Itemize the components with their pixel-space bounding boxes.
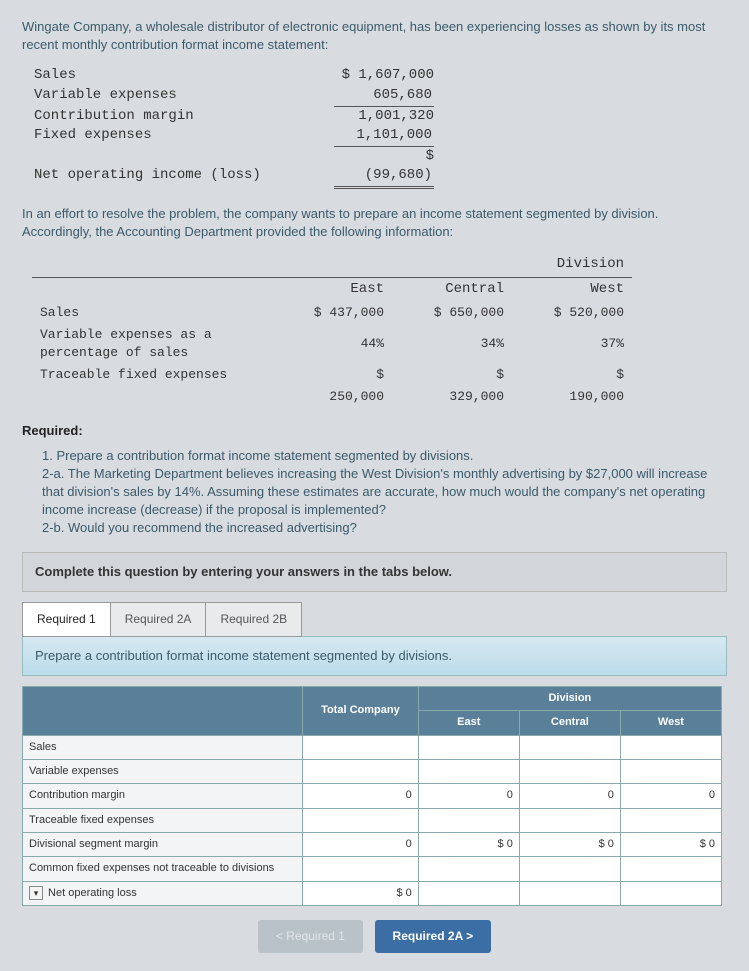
paragraph-2: In an effort to resolve the problem, the…: [22, 205, 727, 241]
answer-cell[interactable]: $ 0: [519, 833, 620, 857]
answer-cell[interactable]: [418, 808, 519, 832]
stmt-label: Fixed expenses: [34, 126, 294, 147]
answer-cell[interactable]: [620, 735, 721, 759]
answer-cell[interactable]: [418, 735, 519, 759]
answer-table[interactable]: Total CompanyDivisionEastCentralWestSale…: [22, 686, 722, 907]
stmt-value: 605,680: [294, 86, 434, 107]
answer-cell[interactable]: 0: [418, 784, 519, 808]
nav-buttons: < Required 1 Required 2A >: [22, 920, 727, 953]
requirement-item: 2-a. The Marketing Department believes i…: [42, 465, 727, 520]
prepare-instruction: Prepare a contribution format income sta…: [22, 636, 727, 676]
stmt-value: $: [294, 147, 434, 167]
answer-cell[interactable]: 0: [303, 833, 419, 857]
stmt-label: Contribution margin: [34, 107, 294, 127]
answer-cell[interactable]: 0: [620, 784, 721, 808]
requirement-item: 1. Prepare a contribution format income …: [42, 447, 727, 465]
answer-cell[interactable]: [620, 808, 721, 832]
answer-row-label: Common fixed expenses not traceable to d…: [23, 857, 303, 881]
answer-cell[interactable]: $ 0: [303, 881, 419, 905]
requirements-list: 1. Prepare a contribution format income …: [42, 447, 727, 538]
stmt-label: Sales: [34, 66, 294, 86]
stmt-value: (99,680): [294, 166, 434, 189]
answer-row-label: ▾ Net operating loss: [23, 881, 303, 905]
tab-required-2b[interactable]: Required 2B: [205, 602, 302, 637]
answer-cell[interactable]: [620, 881, 721, 905]
required-heading: Required:: [22, 422, 727, 440]
answer-cell[interactable]: [519, 735, 620, 759]
stmt-value: $ 1,607,000: [294, 66, 434, 86]
stmt-value: 1,001,320: [294, 107, 434, 127]
dropdown-icon[interactable]: ▾: [29, 886, 43, 900]
answer-cell[interactable]: [418, 857, 519, 881]
answer-row-label: Variable expenses: [23, 759, 303, 783]
stmt-label: [34, 147, 294, 167]
division-data-table: DivisionEastCentralWestSales$ 437,000$ 6…: [32, 253, 632, 408]
answer-cell[interactable]: [303, 857, 419, 881]
answer-cell[interactable]: [519, 881, 620, 905]
tab-required-2a[interactable]: Required 2A: [110, 602, 207, 637]
income-statement: Sales$ 1,607,000Variable expenses605,680…: [34, 66, 727, 189]
answer-row-label: Sales: [23, 735, 303, 759]
answer-cell[interactable]: [303, 759, 419, 783]
stmt-label: Variable expenses: [34, 86, 294, 107]
answer-row-label: Divisional segment margin: [23, 833, 303, 857]
stmt-value: 1,101,000: [294, 126, 434, 147]
answer-cell[interactable]: [519, 857, 620, 881]
answer-cell[interactable]: [418, 881, 519, 905]
stmt-label: Net operating income (loss): [34, 166, 294, 189]
answer-cell[interactable]: $ 0: [620, 833, 721, 857]
answer-cell[interactable]: [303, 808, 419, 832]
tab-required-1[interactable]: Required 1: [22, 602, 111, 637]
answer-cell[interactable]: $ 0: [418, 833, 519, 857]
prev-button: < Required 1: [258, 920, 363, 953]
answer-cell[interactable]: [303, 735, 419, 759]
intro-text: Wingate Company, a wholesale distributor…: [22, 18, 727, 54]
answer-cell[interactable]: [620, 857, 721, 881]
answer-row-label: Traceable fixed expenses: [23, 808, 303, 832]
complete-instruction: Complete this question by entering your …: [22, 552, 727, 592]
answer-row-label: Contribution margin: [23, 784, 303, 808]
answer-tabs: Required 1Required 2ARequired 2B: [22, 602, 727, 637]
answer-cell[interactable]: [519, 759, 620, 783]
answer-cell[interactable]: [418, 759, 519, 783]
answer-cell[interactable]: 0: [303, 784, 419, 808]
answer-cell[interactable]: [620, 759, 721, 783]
next-button[interactable]: Required 2A >: [375, 920, 492, 953]
requirement-item: 2-b. Would you recommend the increased a…: [42, 519, 727, 537]
answer-cell[interactable]: [519, 808, 620, 832]
answer-cell[interactable]: 0: [519, 784, 620, 808]
